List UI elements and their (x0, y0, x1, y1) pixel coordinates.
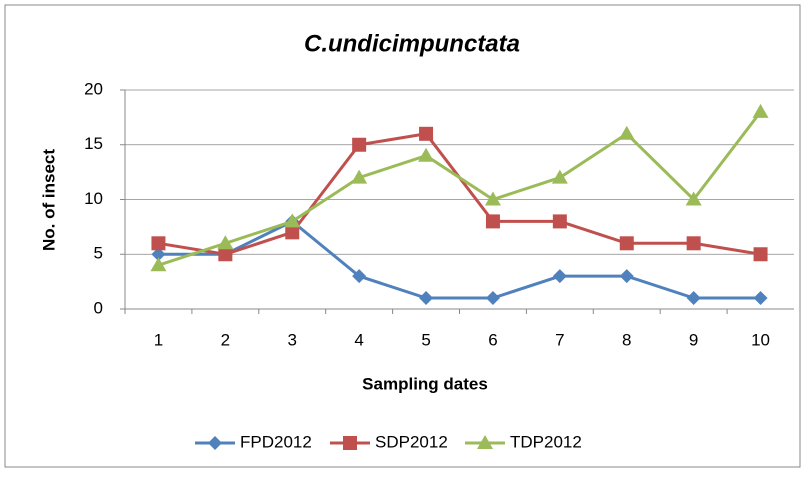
marker (419, 126, 434, 141)
x-tick-label: 5 (421, 330, 430, 349)
y-tick-label: 0 (94, 298, 103, 317)
y-axis-label: No. of insect (39, 149, 58, 251)
legend-marker (477, 435, 493, 449)
marker (619, 269, 634, 284)
marker (686, 236, 701, 251)
marker (485, 214, 500, 229)
marker (151, 247, 166, 262)
marker (285, 225, 300, 240)
x-tick-label: 7 (555, 330, 564, 349)
marker (685, 191, 702, 206)
marker (419, 291, 434, 306)
x-tick-label: 9 (689, 330, 698, 349)
y-tick-label: 5 (94, 244, 103, 263)
marker (551, 169, 568, 184)
marker (686, 291, 701, 306)
marker (218, 247, 233, 262)
marker (151, 236, 166, 251)
marker (752, 103, 769, 118)
x-tick-label: 1 (154, 330, 163, 349)
legend-label: TDP2012 (510, 432, 582, 451)
marker (351, 169, 368, 184)
legend-label: SDP2012 (375, 432, 448, 451)
chart-border (4, 4, 801, 468)
series-line (157, 110, 762, 267)
y-tick-label: 15 (84, 134, 103, 153)
marker (352, 269, 367, 284)
series-line (158, 219, 761, 300)
marker (352, 137, 367, 152)
marker (485, 291, 500, 306)
legend-marker (208, 436, 222, 450)
marker (753, 247, 768, 262)
x-tick-label: 2 (221, 330, 230, 349)
x-axis-label: Sampling dates (362, 374, 488, 393)
marker (618, 125, 635, 140)
legend-label: FPD2012 (240, 432, 312, 451)
x-tick-label: 3 (288, 330, 297, 349)
marker (753, 291, 768, 306)
x-tick-label: 4 (354, 330, 363, 349)
y-tick-label: 20 (84, 79, 103, 98)
marker (284, 213, 301, 228)
y-tick-label: 10 (84, 189, 103, 208)
marker (418, 147, 435, 162)
marker (552, 214, 567, 229)
x-tick-label: 10 (751, 330, 770, 349)
chart-title: C.undicimpunctata (304, 30, 520, 57)
marker (484, 191, 501, 206)
marker (552, 269, 567, 284)
x-tick-label: 6 (488, 330, 497, 349)
marker (150, 257, 167, 272)
x-tick-label: 8 (622, 330, 631, 349)
legend-marker (343, 436, 357, 450)
marker (619, 236, 634, 251)
marker (217, 235, 234, 250)
